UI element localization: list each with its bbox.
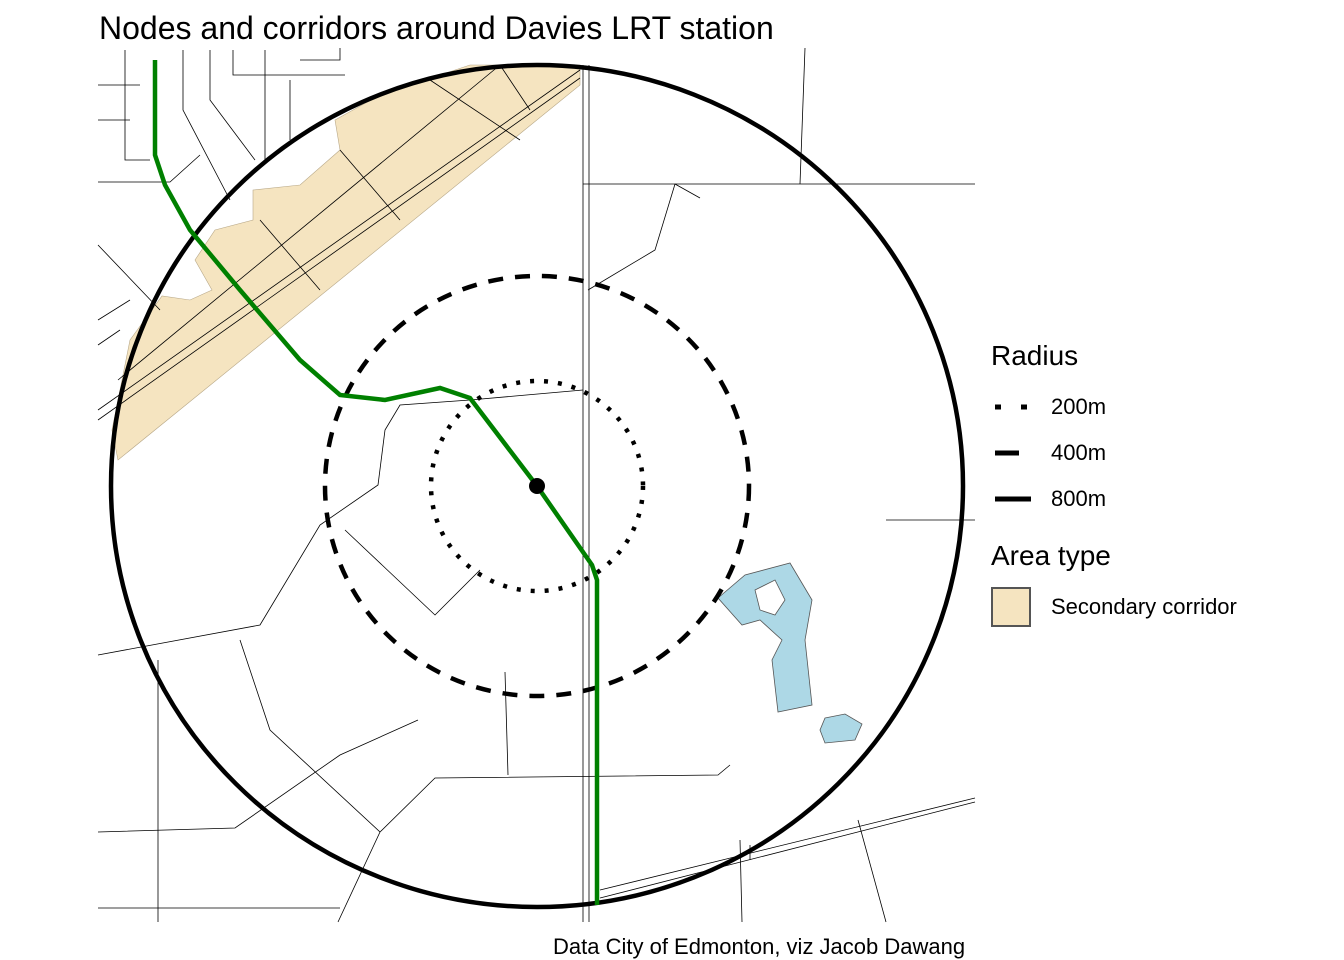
legend-area-title: Area type [991,540,1111,571]
legend: Radius 200m 400m 800m Area type Secondar… [991,340,1237,630]
legend-item-200m: 200m [991,384,1237,430]
lrt-line [152,60,600,905]
station-point [529,478,545,494]
buffer-400m [322,273,752,699]
buffer-200m [428,378,646,594]
legend-item-secondary-corridor: Secondary corridor [991,584,1237,630]
map-title: Nodes and corridors around Davies LRT st… [99,10,774,46]
legend-item-400m: 400m [991,430,1237,476]
dashed-line-key [991,430,1035,476]
secondary-corridor-area [111,64,581,461]
legend-radius-title: Radius [991,340,1079,371]
solid-line-key [991,476,1035,522]
legend-item-800m: 800m [991,476,1237,522]
roads [97,47,976,923]
water-body [717,562,813,713]
water-body [819,713,863,744]
corridor-swatch-wrap [991,584,1035,630]
buffer-800m [108,62,966,910]
corridor-swatch [991,587,1031,627]
caption: Data City of Edmonton, viz Jacob Dawang [553,934,966,959]
dotted-line-key [991,384,1035,430]
